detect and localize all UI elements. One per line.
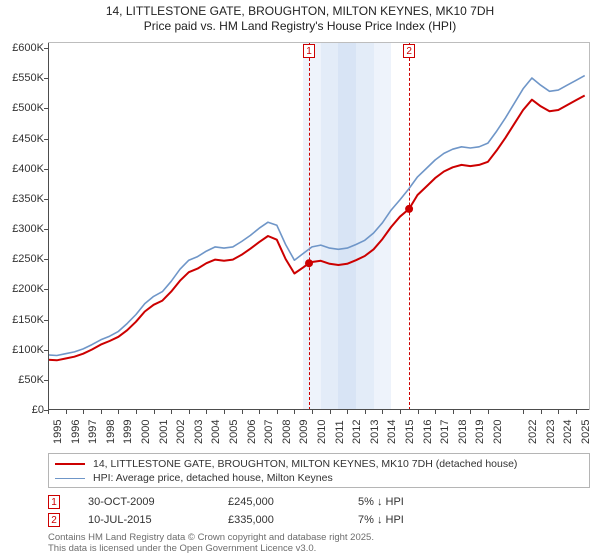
x-tick-label: 2006 bbox=[246, 420, 258, 444]
sale-marker-1: 1 bbox=[48, 495, 60, 509]
y-tick-label: £500K bbox=[0, 102, 44, 114]
x-tick-label: 1998 bbox=[105, 420, 117, 444]
y-tick-label: £550K bbox=[0, 72, 44, 84]
x-tick-label: 1999 bbox=[122, 420, 134, 444]
x-tick-label: 2012 bbox=[351, 420, 363, 444]
x-tick-label: 1997 bbox=[87, 420, 99, 444]
sale-date: 30-OCT-2009 bbox=[88, 496, 228, 508]
footer-attribution: Contains HM Land Registry data © Crown c… bbox=[48, 533, 590, 555]
x-axis-line bbox=[48, 409, 589, 410]
sale-point bbox=[305, 259, 313, 267]
y-tick-label: £250K bbox=[0, 253, 44, 265]
line-series bbox=[48, 43, 590, 411]
footer-line-2: This data is licensed under the Open Gov… bbox=[48, 544, 590, 555]
x-tick-label: 2008 bbox=[281, 420, 293, 444]
y-tick-label: £150K bbox=[0, 314, 44, 326]
x-tick-label: 2022 bbox=[527, 420, 539, 444]
x-tick-label: 2003 bbox=[193, 420, 205, 444]
legend: 14, LITTLESTONE GATE, BROUGHTON, MILTON … bbox=[48, 453, 590, 488]
x-tick-label: 2023 bbox=[545, 420, 557, 444]
y-tick-label: £50K bbox=[0, 374, 44, 386]
sale-diff: 7% ↓ HPI bbox=[358, 514, 488, 526]
table-row: 1 30-OCT-2009 £245,000 5% ↓ HPI bbox=[48, 493, 590, 511]
legend-label-property: 14, LITTLESTONE GATE, BROUGHTON, MILTON … bbox=[93, 458, 517, 470]
x-tick-label: 2017 bbox=[439, 420, 451, 444]
table-row: 2 10-JUL-2015 £335,000 7% ↓ HPI bbox=[48, 511, 590, 529]
x-tick-label: 2002 bbox=[175, 420, 187, 444]
legend-row: 14, LITTLESTONE GATE, BROUGHTON, MILTON … bbox=[55, 457, 583, 471]
y-tick-label: £450K bbox=[0, 133, 44, 145]
title-line-1: 14, LITTLESTONE GATE, BROUGHTON, MILTON … bbox=[0, 4, 600, 19]
sale-date: 10-JUL-2015 bbox=[88, 514, 228, 526]
x-tick-label: 1996 bbox=[70, 420, 82, 444]
legend-row: HPI: Average price, detached house, Milt… bbox=[55, 471, 583, 485]
legend-swatch-property bbox=[55, 463, 85, 465]
y-tick-label: £100K bbox=[0, 344, 44, 356]
x-tick-label: 2013 bbox=[369, 420, 381, 444]
sale-point bbox=[405, 205, 413, 213]
x-tick-label: 2024 bbox=[562, 420, 574, 444]
y-tick-label: £300K bbox=[0, 223, 44, 235]
x-tick-label: 2001 bbox=[158, 420, 170, 444]
legend-swatch-hpi bbox=[55, 478, 85, 479]
y-tick-label: £400K bbox=[0, 163, 44, 175]
sale-price: £335,000 bbox=[228, 514, 358, 526]
x-tick-label: 2000 bbox=[140, 420, 152, 444]
x-tick-label: 2014 bbox=[386, 420, 398, 444]
x-tick-label: 2019 bbox=[474, 420, 486, 444]
y-tick-label: £200K bbox=[0, 283, 44, 295]
sale-marker-box: 2 bbox=[403, 44, 415, 58]
chart-title: 14, LITTLESTONE GATE, BROUGHTON, MILTON … bbox=[0, 0, 600, 36]
series-hpi bbox=[48, 76, 585, 356]
sale-marker-2: 2 bbox=[48, 513, 60, 527]
y-tick-label: £600K bbox=[0, 42, 44, 54]
x-tick-label: 2020 bbox=[492, 420, 504, 444]
x-tick-label: 2018 bbox=[457, 420, 469, 444]
legend-label-hpi: HPI: Average price, detached house, Milt… bbox=[93, 472, 333, 484]
y-tick-label: £0 bbox=[0, 404, 44, 416]
x-tick-label: 2005 bbox=[228, 420, 240, 444]
y-tick-label: £350K bbox=[0, 193, 44, 205]
x-tick-label: 2007 bbox=[263, 420, 275, 444]
title-line-2: Price paid vs. HM Land Registry's House … bbox=[0, 19, 600, 34]
plot-area bbox=[48, 42, 590, 410]
x-tick-label: 2011 bbox=[334, 420, 346, 444]
x-tick-label: 2016 bbox=[422, 420, 434, 444]
sale-marker-box: 1 bbox=[303, 44, 315, 58]
sales-table: 1 30-OCT-2009 £245,000 5% ↓ HPI 2 10-JUL… bbox=[48, 493, 590, 529]
chart-container: { "title": { "line1": "14, LITTLESTONE G… bbox=[0, 0, 600, 560]
x-tick-label: 2015 bbox=[404, 420, 416, 444]
y-axis-line bbox=[48, 43, 49, 410]
x-tick-label: 2004 bbox=[210, 420, 222, 444]
x-tick-label: 2010 bbox=[316, 420, 328, 444]
sale-diff: 5% ↓ HPI bbox=[358, 496, 488, 508]
series-property bbox=[48, 96, 585, 361]
x-tick-label: 1995 bbox=[52, 420, 64, 444]
x-tick-label: 2025 bbox=[580, 420, 592, 444]
sale-price: £245,000 bbox=[228, 496, 358, 508]
x-tick-label: 2009 bbox=[298, 420, 310, 444]
